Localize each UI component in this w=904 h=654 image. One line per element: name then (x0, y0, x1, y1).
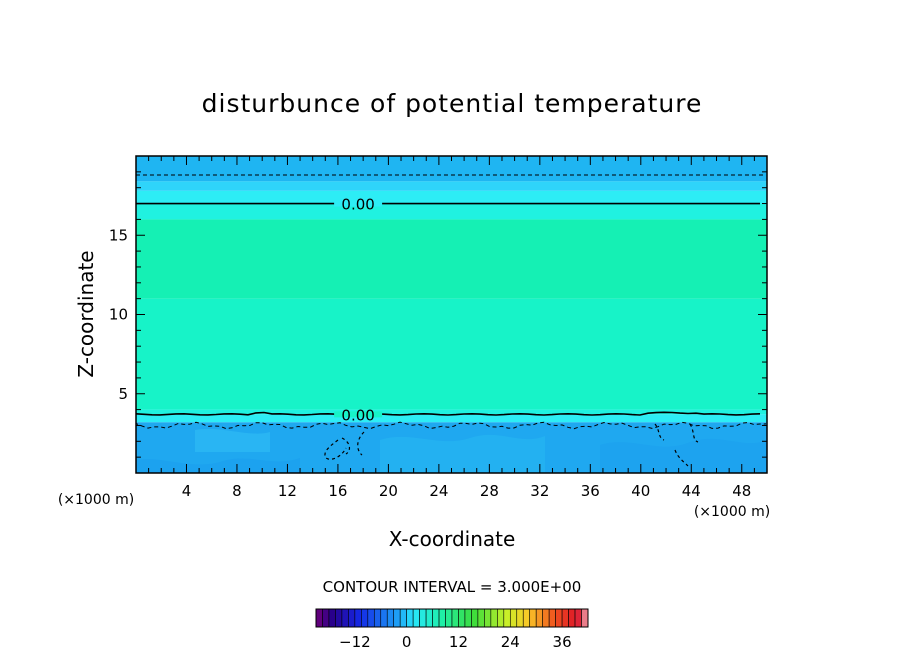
y-tick-label-5: 5 (118, 385, 128, 403)
colorbar-cell (406, 608, 414, 628)
y-tick-label-15: 15 (109, 226, 128, 244)
colorbar-cell (341, 608, 349, 628)
heatmap-band-2 (136, 190, 767, 204)
contour-lines (136, 174, 767, 430)
colorbar-frame (315, 608, 589, 628)
colorbar-cell (399, 608, 407, 628)
surface-detail-contours (324, 423, 699, 467)
contour-interval-label: CONTOUR INTERVAL = 3.000E+00 (323, 578, 582, 596)
x-axis-ticks: 4 8 12 16 20 24 28 32 36 40 44 48 (135, 156, 768, 500)
heatmap-band-5 (136, 298, 767, 410)
colorbar-cell (497, 608, 505, 628)
colorbar-cell (315, 608, 323, 628)
colorbar-cell (354, 608, 362, 628)
colorbar-cell (522, 608, 531, 628)
colorbar-tick-label--12: −12 (339, 633, 371, 651)
colorbar-cell (438, 608, 446, 628)
colorbar (315, 608, 589, 628)
colorbar-cell (477, 608, 485, 628)
colorbar-cell (322, 608, 330, 628)
colorbar-cell (471, 608, 479, 628)
x-tick-label-16: 16 (328, 482, 347, 500)
colorbar-cell (503, 608, 511, 628)
colorbar-cell (393, 608, 401, 628)
colorbar-cell (555, 608, 563, 628)
zero-contour-1 (136, 411, 761, 416)
y-axis-ticks: 5 10 15 (109, 155, 767, 474)
contour-label-gap-1 (334, 411, 383, 418)
colorbar-cell (574, 608, 582, 628)
colorbar-cell (568, 608, 576, 628)
x-tick-label-4: 4 (182, 482, 192, 500)
colorbar-cell (451, 608, 459, 628)
colorbar-cell (464, 608, 472, 628)
heatmap-band-4 (136, 219, 767, 299)
colorbar-cell (335, 608, 343, 628)
x-tick-label-44: 44 (682, 482, 701, 500)
colorbar-cell (529, 608, 537, 628)
y-tick-label-10: 10 (109, 306, 128, 324)
x-tick-label-32: 32 (530, 482, 549, 500)
near-surface-texture (136, 428, 767, 473)
x-tick-label-28: 28 (480, 482, 499, 500)
chart-title: disturbunce of potential temperature (202, 89, 703, 118)
colorbar-cell (432, 608, 440, 628)
dashed-contour-1 (136, 421, 767, 430)
colorbar-cell (509, 608, 518, 628)
colorbar-tick-label-12: 12 (449, 633, 468, 651)
x-unit-label-left: (×1000 m) (58, 492, 134, 508)
colorbar-cell (445, 608, 453, 628)
colorbar-cell (561, 608, 569, 628)
colorbar-cell (484, 608, 492, 628)
colorbar-cell (328, 608, 336, 628)
contour-label-1: 0.00 (341, 406, 374, 424)
colorbar-cell (386, 608, 395, 628)
contour-labels: 0.00 0.00 (334, 196, 383, 424)
heatmap-band-3 (136, 203, 767, 220)
heatmap-band-7 (136, 414, 767, 423)
colorbar-tick-label-0: 0 (402, 633, 412, 651)
colorbar-cell (542, 608, 550, 628)
colorbar-cell (412, 608, 420, 628)
x-tick-label-48: 48 (732, 482, 751, 500)
heatmap-band-1 (136, 181, 767, 191)
colorbar-cell (380, 608, 388, 628)
x-tick-label-24: 24 (429, 482, 448, 500)
colorbar-cell (373, 608, 382, 628)
colorbar-cell (458, 608, 466, 628)
colorbar-cell (490, 608, 498, 628)
colorbar-cell (548, 608, 556, 628)
colorbar-cell (419, 608, 427, 628)
colorbar-cell (367, 608, 375, 628)
x-tick-label-40: 40 (631, 482, 650, 500)
colorbar-tick-label-36: 36 (553, 633, 572, 651)
colorbar-ticks: −12 0 12 24 36 (339, 633, 572, 651)
colorbar-cell (348, 608, 356, 628)
y-axis-label: Z-coordinate (74, 250, 98, 377)
x-tick-label-8: 8 (232, 482, 242, 500)
x-unit-label-right: (×1000 m) (694, 504, 770, 520)
x-tick-label-36: 36 (581, 482, 600, 500)
heatmap-band-6 (136, 409, 767, 415)
colorbar-cell (516, 608, 524, 628)
contour-label-0: 0.00 (341, 196, 374, 214)
x-axis-label: X-coordinate (389, 527, 516, 551)
colorbar-cell (425, 608, 433, 628)
colorbar-cell (361, 608, 369, 628)
x-tick-label-12: 12 (278, 482, 297, 500)
colorbar-tick-label-24: 24 (501, 633, 520, 651)
colorbar-cell (535, 608, 543, 628)
colorbar-cell (581, 608, 589, 628)
contour-label-gap-0 (334, 200, 383, 207)
x-tick-label-20: 20 (379, 482, 398, 500)
